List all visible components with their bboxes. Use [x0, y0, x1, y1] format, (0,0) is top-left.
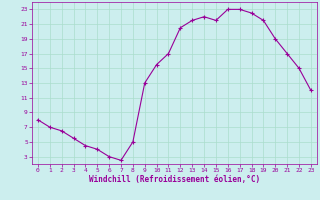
X-axis label: Windchill (Refroidissement éolien,°C): Windchill (Refroidissement éolien,°C) — [89, 175, 260, 184]
